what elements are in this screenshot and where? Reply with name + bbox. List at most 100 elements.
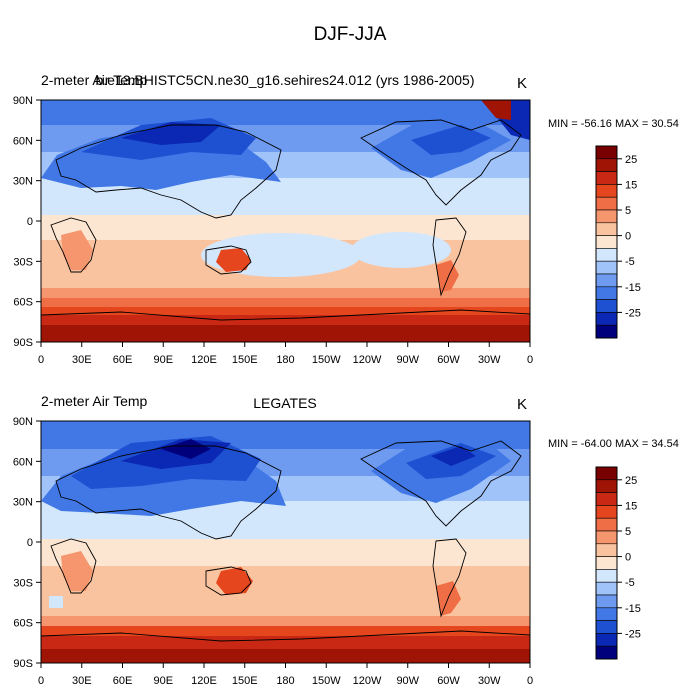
lon-tick-label: 180 <box>276 675 294 687</box>
colorbar-swatch <box>595 196 618 211</box>
panel-center-title: b.e13.BHISTC5CN.ne30_g16.sehires24.012 (… <box>95 72 474 88</box>
colorbar-tick-label: -15 <box>625 282 641 294</box>
panel-left-title: 2-meter Air Temp <box>41 393 148 409</box>
lon-tick-label: 120W <box>353 675 382 687</box>
lat-tick-label: 60N <box>13 135 33 147</box>
lat-tick-label: 90N <box>13 416 33 428</box>
lon-tick-label: 90W <box>396 675 419 687</box>
lon-axis: 0 30E 60E 90E 120E 150E 180 150W 120W 90W 60W 30W 0 <box>38 342 533 366</box>
colorbar-swatch <box>595 171 618 185</box>
colorbar-swatch <box>595 158 618 172</box>
lon-tick-label: 120E <box>191 675 217 687</box>
colorbar-swatch <box>595 260 618 275</box>
temperature-map <box>41 100 530 342</box>
lon-tick-label: 0 <box>527 675 533 687</box>
colorbar-swatch <box>595 607 618 621</box>
colorbar-tick-label: 25 <box>625 154 637 166</box>
colorbar-swatch <box>595 594 618 609</box>
colorbar-swatch <box>595 299 618 313</box>
lon-tick-label: 0 <box>38 675 44 687</box>
colorbar-tick-label: -15 <box>625 603 641 615</box>
colorbar-swatch <box>595 620 618 634</box>
lon-tick-label: 150E <box>232 354 258 366</box>
lat-tick-label: 30S <box>13 256 33 268</box>
lat-tick-label: 30N <box>13 497 33 509</box>
colorbar-swatch <box>595 543 618 557</box>
lat-tick-label: 90S <box>13 658 33 670</box>
panel-stats: MIN = -64.00 MAX = 34.54 <box>548 438 679 450</box>
lon-tick-label: 0 <box>527 354 533 366</box>
lon-tick-label: 0 <box>38 354 44 366</box>
lon-tick-label: 150W <box>312 354 341 366</box>
lat-tick-label: 60S <box>13 297 33 309</box>
lon-axis: 0 30E 60E 90E 120E 150E 180 150W 120W 90W 60W 30W 0 <box>38 663 533 687</box>
lon-tick-label: 30E <box>72 675 92 687</box>
colorbar-swatch <box>595 505 618 519</box>
colorbar-swatch <box>595 569 618 583</box>
colorbar-swatch <box>595 556 618 570</box>
colorbar: 25 15 5 0 -5 -15 -25 <box>595 145 641 339</box>
colorbar-swatch <box>595 633 618 647</box>
colorbar-swatch <box>595 273 618 288</box>
panel-obs: 2-meter Air Temp LEGATES K <box>13 393 679 687</box>
lat-tick-label: 30N <box>13 176 33 188</box>
colorbar-swatch <box>595 248 618 262</box>
lat-tick-label: 30S <box>13 577 33 589</box>
lon-tick-label: 150W <box>312 675 341 687</box>
lon-tick-label: 120W <box>353 354 382 366</box>
panel-center-title: LEGATES <box>253 395 317 411</box>
lat-tick-label: 0 <box>27 537 33 549</box>
lon-tick-label: 90E <box>153 675 173 687</box>
colorbar-tick-label: 0 <box>625 552 631 564</box>
lon-tick-label: 30W <box>478 675 501 687</box>
lon-tick-label: 90W <box>396 354 419 366</box>
colorbar-swatch <box>595 312 618 326</box>
lon-tick-label: 90E <box>153 354 173 366</box>
lon-tick-label: 180 <box>276 354 294 366</box>
lon-tick-label: 120E <box>191 354 217 366</box>
lon-tick-label: 60W <box>437 675 460 687</box>
lon-tick-label: 60E <box>113 675 133 687</box>
colorbar-swatch <box>595 645 618 660</box>
colorbar-tick-label: 0 <box>625 231 631 243</box>
lat-tick-label: 0 <box>27 216 33 228</box>
colorbar: 25 15 5 0 -5 -15 -25 <box>595 466 641 660</box>
temperature-map <box>41 421 530 663</box>
colorbar-swatch <box>595 479 618 493</box>
colorbar-swatch <box>595 530 618 545</box>
colorbar-swatch <box>595 286 618 300</box>
panel-model: 2-meter Air Temp b.e13.BHISTC5CN.ne30_g1… <box>13 72 679 366</box>
colorbar-swatch <box>595 145 618 160</box>
colorbar-swatch <box>595 324 618 339</box>
colorbar-swatch <box>595 222 618 236</box>
lat-axis: 90N 60N 30N 0 30S 60S 90S <box>13 95 41 349</box>
colorbar-tick-label: 5 <box>625 526 631 538</box>
colorbar-tick-label: -25 <box>625 628 641 640</box>
colorbar-swatch <box>595 209 618 224</box>
panel-units: K <box>517 396 527 413</box>
lon-tick-label: 60E <box>113 354 133 366</box>
colorbar-tick-label: 25 <box>625 475 637 487</box>
colorbar-swatch <box>595 517 618 532</box>
colorbar-tick-label: 15 <box>625 179 637 191</box>
colorbar-swatch <box>595 581 618 596</box>
lon-tick-label: 60W <box>437 354 460 366</box>
lat-axis: 90N 60N 30N 0 30S 60S 90S <box>13 416 41 670</box>
lon-tick-label: 30W <box>478 354 501 366</box>
lon-tick-label: 30E <box>72 354 92 366</box>
lat-tick-label: 60N <box>13 456 33 468</box>
colorbar-tick-label: -25 <box>625 307 641 319</box>
colorbar-tick-label: -5 <box>625 577 635 589</box>
panel-stats: MIN = -56.16 MAX = 30.54 <box>548 118 679 130</box>
colorbar-swatch <box>595 492 618 506</box>
colorbar-tick-label: 5 <box>625 205 631 217</box>
colorbar-swatch <box>595 184 618 198</box>
colorbar-swatch <box>595 235 618 249</box>
figure-title: DJF-JJA <box>314 24 387 45</box>
lat-tick-label: 90S <box>13 337 33 349</box>
lat-tick-label: 90N <box>13 95 33 107</box>
colorbar-swatch <box>595 466 618 481</box>
colorbar-tick-label: 15 <box>625 500 637 512</box>
panel-left-title: 2-meter Air Temp <box>41 72 148 88</box>
